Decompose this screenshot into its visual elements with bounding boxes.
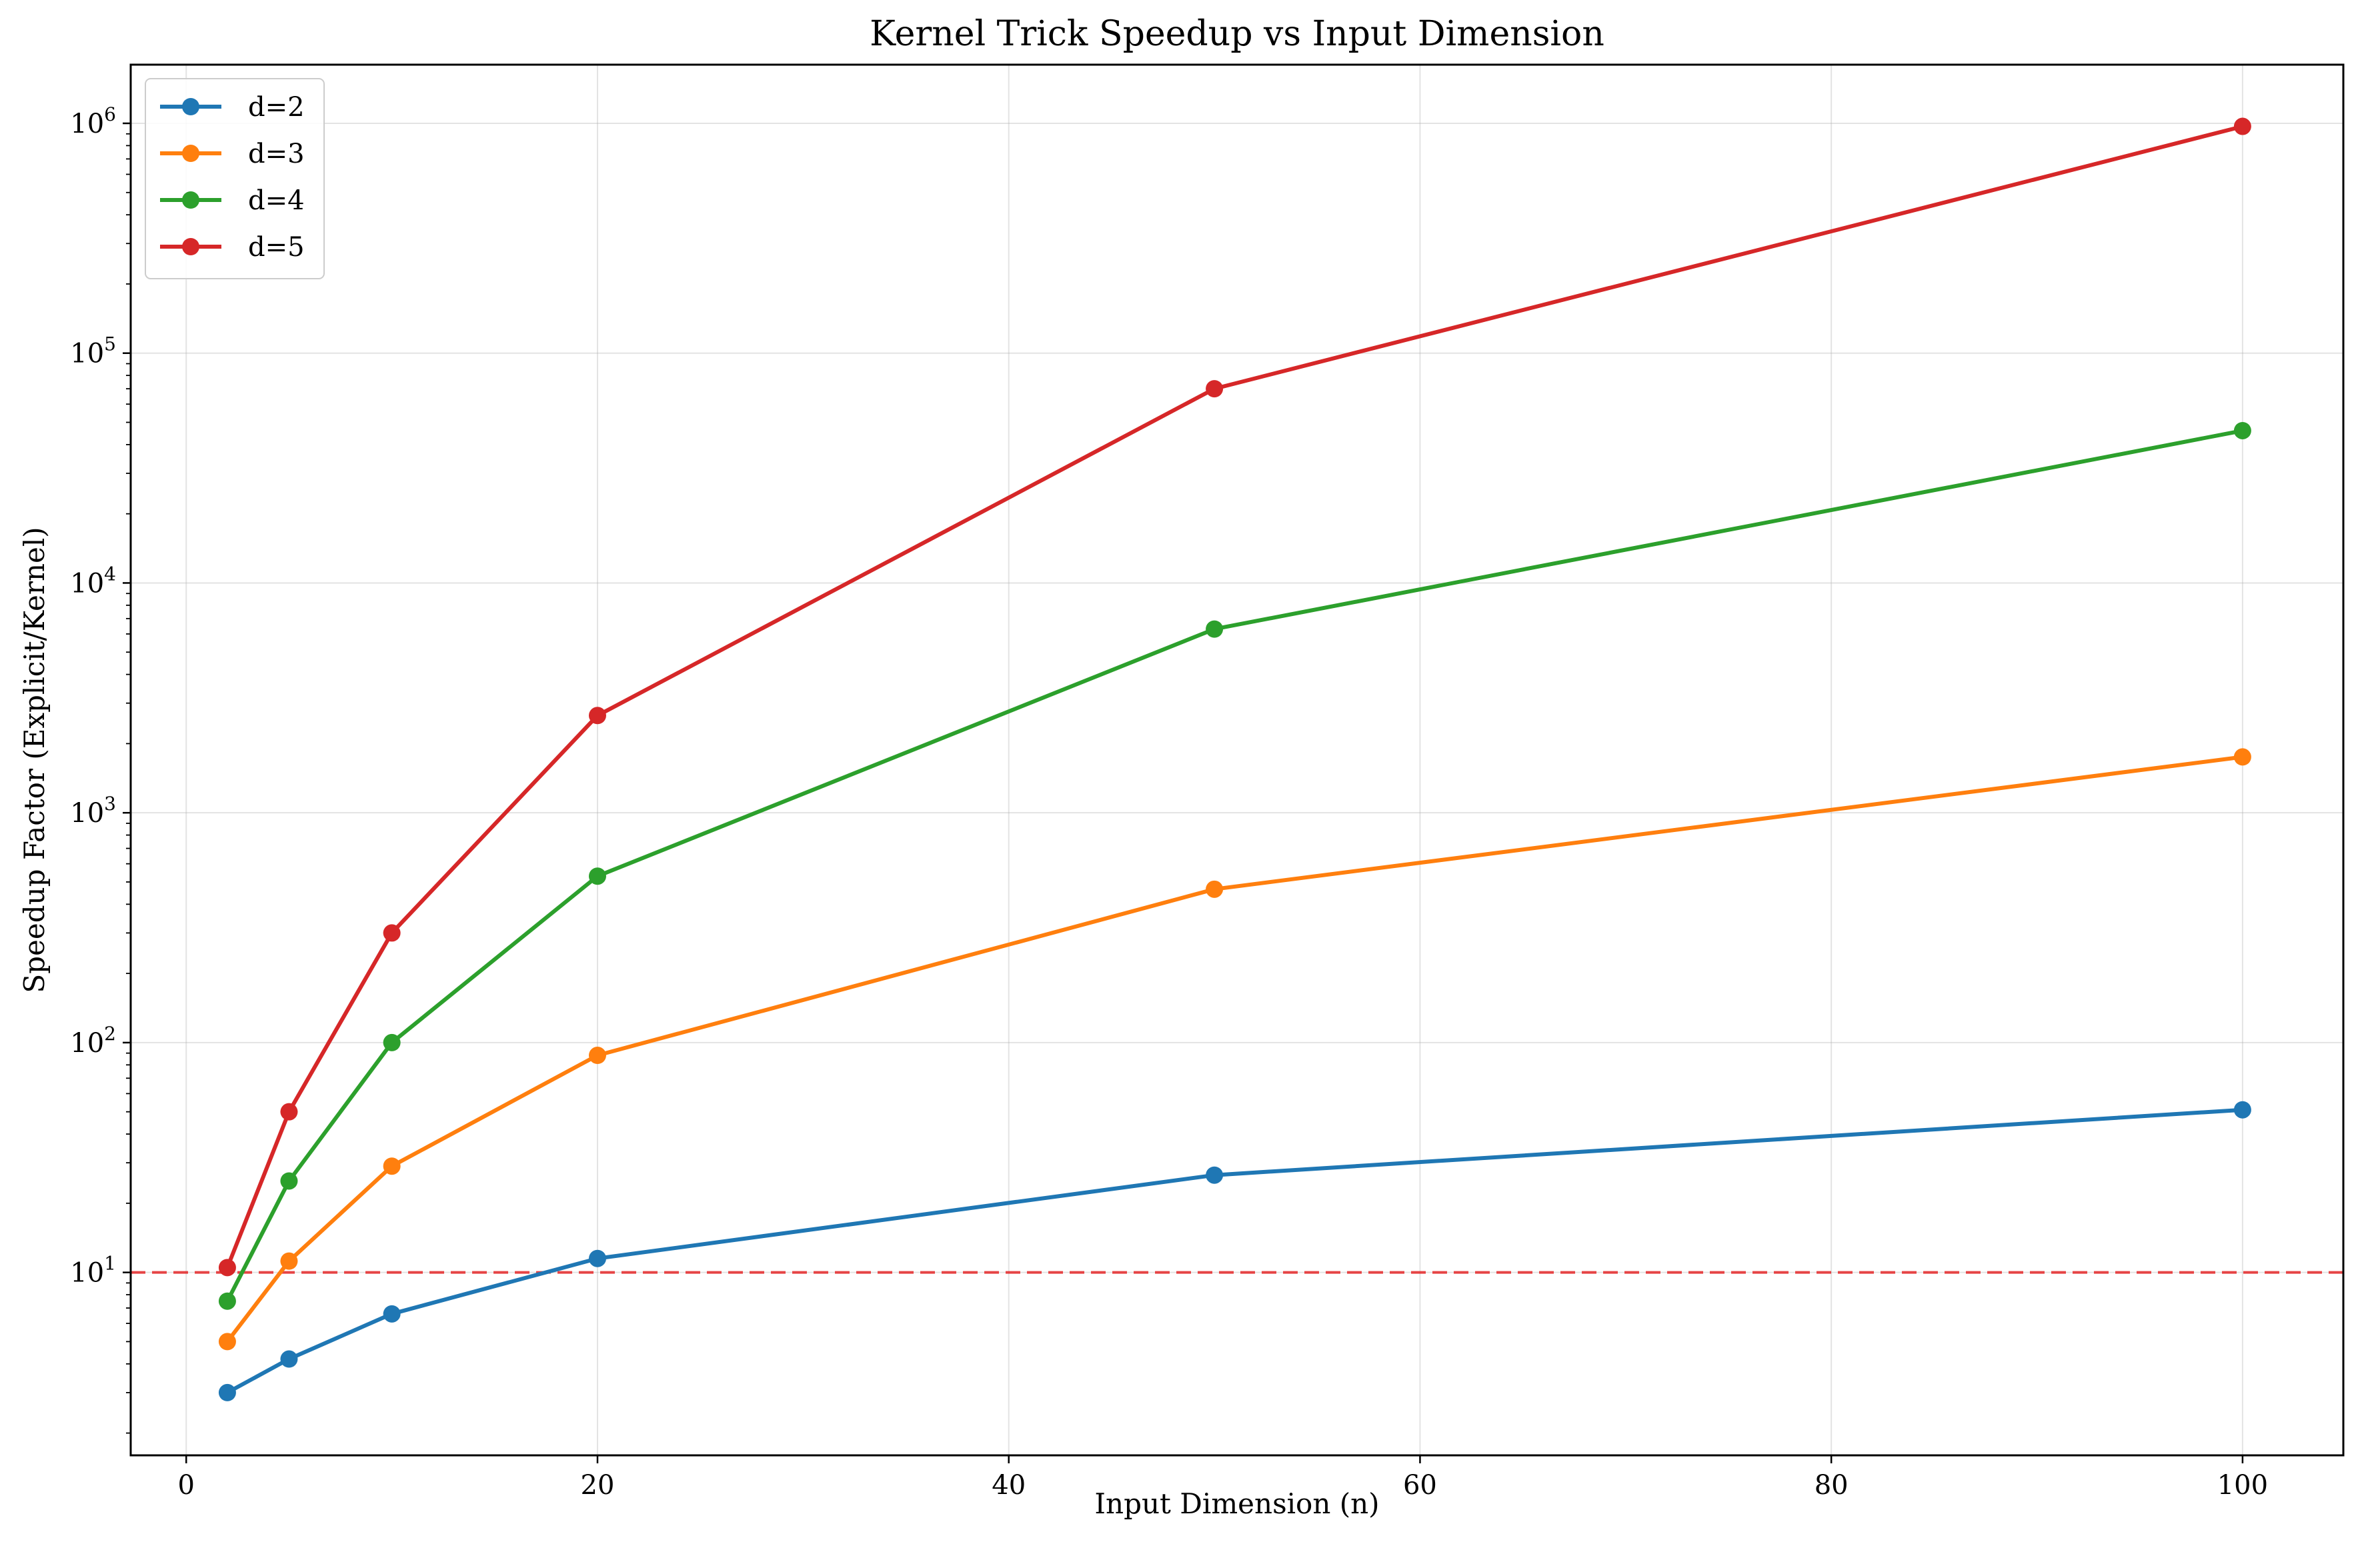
data-point [588, 1249, 606, 1267]
legend-label: d=5 [248, 232, 305, 263]
data-point [1206, 880, 1224, 898]
data-point [1206, 1166, 1224, 1184]
data-point [280, 1172, 298, 1190]
y-tick-exponent: 4 [104, 563, 116, 585]
data-point [2233, 1101, 2251, 1119]
data-point [588, 707, 606, 725]
y-tick-label: 102 [70, 1023, 116, 1059]
data-point [280, 1252, 298, 1270]
legend-label: d=3 [248, 139, 305, 169]
data-point [218, 1383, 236, 1401]
y-tick-label: 101 [70, 1253, 116, 1289]
y-tick-exponent: 1 [104, 1253, 116, 1275]
legend-marker [182, 145, 199, 162]
data-point [383, 1033, 401, 1051]
y-tick-base: 10 [70, 339, 104, 369]
data-point [218, 1333, 236, 1351]
plot-frame [129, 63, 2345, 1457]
data-point [280, 1103, 298, 1121]
legend-item: d=5 [160, 232, 305, 263]
y-tick-label: 104 [70, 563, 116, 599]
series-d=4 [218, 421, 2251, 1310]
data-point [383, 1157, 401, 1175]
x-tick-label: 100 [2217, 1470, 2268, 1501]
x-tick-label: 80 [1815, 1470, 1849, 1501]
legend-label: d=4 [248, 185, 305, 216]
y-tick-exponent: 5 [104, 333, 116, 355]
x-tick-label: 20 [581, 1470, 615, 1501]
legend: d=2 d=3 d=4 d=5 [145, 78, 325, 279]
y-tick-label: 103 [70, 793, 116, 829]
y-tick-label: 105 [70, 333, 116, 369]
y-tick-exponent: 3 [104, 793, 116, 815]
series-line [225, 124, 2243, 1269]
data-point [1206, 380, 1224, 398]
data-point [588, 867, 606, 885]
series-d=2 [218, 1101, 2251, 1401]
series-line [225, 755, 2243, 1343]
x-tick-label: 0 [178, 1470, 195, 1501]
legend-marker [182, 98, 199, 115]
legend-item: d=4 [160, 185, 305, 216]
legend-box [145, 78, 325, 279]
series-layer [218, 117, 2251, 1401]
y-axis-label: Speedup Factor (Explicit/Kernel) [18, 527, 51, 993]
y-tick-base: 10 [70, 568, 104, 599]
y-tick-exponent: 6 [104, 103, 116, 125]
data-point [218, 1259, 236, 1277]
data-point [2233, 748, 2251, 766]
data-point [588, 1047, 606, 1065]
data-point [2233, 117, 2251, 135]
legend-item: d=2 [160, 92, 305, 123]
legend-label: d=2 [248, 92, 305, 123]
data-point [1206, 620, 1224, 638]
x-tick-label: 60 [1403, 1470, 1437, 1501]
y-tick-base: 10 [70, 1258, 104, 1289]
x-tick-label: 40 [992, 1470, 1026, 1501]
legend-marker [182, 238, 199, 255]
y-tick-label: 106 [70, 103, 116, 139]
data-point [383, 1305, 401, 1323]
series-line [226, 1107, 2243, 1395]
legend-marker [182, 191, 199, 209]
series-d=3 [218, 748, 2251, 1351]
y-tick-base: 10 [70, 1028, 104, 1059]
y-tick-exponent: 2 [104, 1023, 116, 1045]
data-point [383, 924, 401, 942]
x-axis: 0 20 40 60 80 100 [178, 1455, 2268, 1501]
data-point [2233, 421, 2251, 439]
series-d=5 [218, 117, 2251, 1277]
series-line [225, 429, 2243, 1303]
x-axis-label: Input Dimension (n) [1094, 1487, 1379, 1520]
y-tick-base: 10 [70, 798, 104, 829]
y-tick-base: 10 [70, 109, 104, 139]
legend-item: d=3 [160, 139, 305, 169]
data-point [218, 1292, 236, 1310]
chart-title: Kernel Trick Speedup vs Input Dimension [870, 14, 1604, 54]
data-point [280, 1350, 298, 1368]
